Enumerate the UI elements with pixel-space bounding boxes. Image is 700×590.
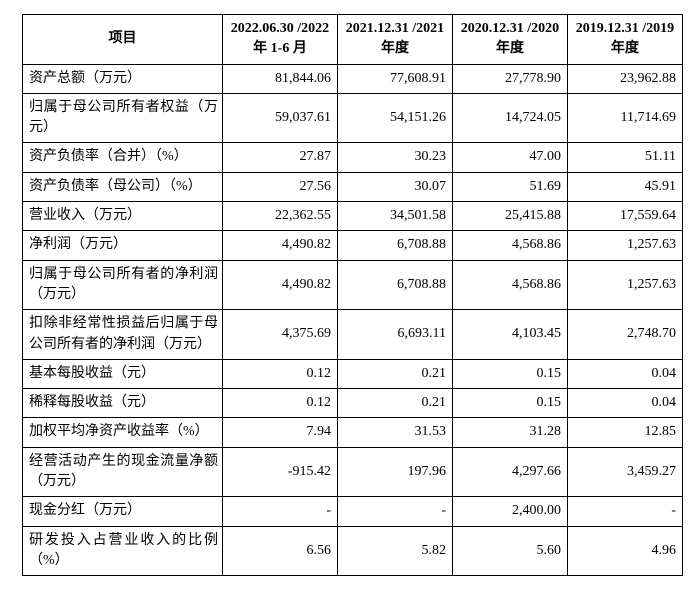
row-label: 现金分红（万元） [23,497,223,526]
row-value: 5.82 [338,526,453,576]
row-value: 0.04 [568,389,683,418]
row-value: 34,501.58 [338,202,453,231]
table-row: 净利润（万元）4,490.826,708.884,568.861,257.63 [23,231,683,260]
table-row: 经营活动产生的现金流量净额（万元）-915.42197.964,297.663,… [23,447,683,497]
row-value: 197.96 [338,447,453,497]
header-item: 项目 [23,15,223,65]
row-value: - [223,497,338,526]
row-value: 3,459.27 [568,447,683,497]
row-value: 27.87 [223,143,338,172]
row-value: 0.21 [338,359,453,388]
financial-table: 项目 2022.06.30 /2022 年 1-6 月 2021.12.31 /… [22,14,683,576]
row-value: 4,568.86 [453,231,568,260]
row-value: -915.42 [223,447,338,497]
row-value: 5.60 [453,526,568,576]
row-value: 1,257.63 [568,231,683,260]
row-value: 22,362.55 [223,202,338,231]
table-row: 研发投入占营业收入的比例（%）6.565.825.604.96 [23,526,683,576]
row-label: 研发投入占营业收入的比例（%） [23,526,223,576]
table-row: 扣除非经常性损益后归属于母公司所有者的净利润（万元）4,375.696,693.… [23,310,683,360]
table-row: 资产负债率（合并）（%）27.8730.2347.0051.11 [23,143,683,172]
table-row: 资产负债率（母公司）（%）27.5630.0751.6945.91 [23,172,683,201]
row-label: 加权平均净资产收益率（%） [23,418,223,447]
row-value: 1,257.63 [568,260,683,310]
row-value: 0.15 [453,389,568,418]
table-row: 营业收入（万元）22,362.5534,501.5825,415.8817,55… [23,202,683,231]
table-row: 归属于母公司所有者权益（万元）59,037.6154,151.2614,724.… [23,93,683,143]
table-row: 资产总额（万元）81,844.0677,608.9127,778.9023,96… [23,64,683,93]
row-label: 扣除非经常性损益后归属于母公司所有者的净利润（万元） [23,310,223,360]
row-value: 27.56 [223,172,338,201]
row-label: 资产负债率（母公司）（%） [23,172,223,201]
header-col-3: 2019.12.31 /2019 年度 [568,15,683,65]
header-col-0: 2022.06.30 /2022 年 1-6 月 [223,15,338,65]
table-row: 归属于母公司所有者的净利润（万元）4,490.826,708.884,568.8… [23,260,683,310]
row-label: 资产负债率（合并）（%） [23,143,223,172]
table-row: 现金分红（万元）--2,400.00- [23,497,683,526]
row-value: 25,415.88 [453,202,568,231]
row-value: 30.23 [338,143,453,172]
row-value: 31.28 [453,418,568,447]
row-value: 17,559.64 [568,202,683,231]
row-value: 11,714.69 [568,93,683,143]
row-value: 14,724.05 [453,93,568,143]
row-value: 6.56 [223,526,338,576]
row-value: 6,708.88 [338,260,453,310]
row-value: 12.85 [568,418,683,447]
row-value: 51.69 [453,172,568,201]
row-value: 54,151.26 [338,93,453,143]
table-body: 资产总额（万元）81,844.0677,608.9127,778.9023,96… [23,64,683,576]
row-value: 23,962.88 [568,64,683,93]
table-row: 基本每股收益（元）0.120.210.150.04 [23,359,683,388]
table-row: 加权平均净资产收益率（%）7.9431.5331.2812.85 [23,418,683,447]
row-value: 6,693.11 [338,310,453,360]
row-value: 0.04 [568,359,683,388]
row-value: 45.91 [568,172,683,201]
header-col-2: 2020.12.31 /2020 年度 [453,15,568,65]
row-value: 0.15 [453,359,568,388]
row-value: 0.12 [223,389,338,418]
row-label: 营业收入（万元） [23,202,223,231]
row-value: - [338,497,453,526]
row-value: 0.12 [223,359,338,388]
row-label: 基本每股收益（元） [23,359,223,388]
row-label: 归属于母公司所有者的净利润（万元） [23,260,223,310]
row-value: 2,400.00 [453,497,568,526]
row-value: 27,778.90 [453,64,568,93]
row-value: 77,608.91 [338,64,453,93]
row-value: 7.94 [223,418,338,447]
row-value: - [568,497,683,526]
row-value: 4,490.82 [223,260,338,310]
row-label: 资产总额（万元） [23,64,223,93]
row-label: 归属于母公司所有者权益（万元） [23,93,223,143]
table-row: 稀释每股收益（元）0.120.210.150.04 [23,389,683,418]
row-value: 81,844.06 [223,64,338,93]
row-value: 6,708.88 [338,231,453,260]
row-value: 47.00 [453,143,568,172]
row-value: 0.21 [338,389,453,418]
row-value: 4,375.69 [223,310,338,360]
row-value: 4.96 [568,526,683,576]
row-value: 2,748.70 [568,310,683,360]
header-col-1: 2021.12.31 /2021 年度 [338,15,453,65]
row-value: 30.07 [338,172,453,201]
row-value: 59,037.61 [223,93,338,143]
page-container: 项目 2022.06.30 /2022 年 1-6 月 2021.12.31 /… [0,0,700,590]
row-label: 经营活动产生的现金流量净额（万元） [23,447,223,497]
table-header-row: 项目 2022.06.30 /2022 年 1-6 月 2021.12.31 /… [23,15,683,65]
row-value: 4,568.86 [453,260,568,310]
row-value: 4,490.82 [223,231,338,260]
row-label: 稀释每股收益（元） [23,389,223,418]
row-label: 净利润（万元） [23,231,223,260]
row-value: 51.11 [568,143,683,172]
row-value: 31.53 [338,418,453,447]
row-value: 4,297.66 [453,447,568,497]
row-value: 4,103.45 [453,310,568,360]
